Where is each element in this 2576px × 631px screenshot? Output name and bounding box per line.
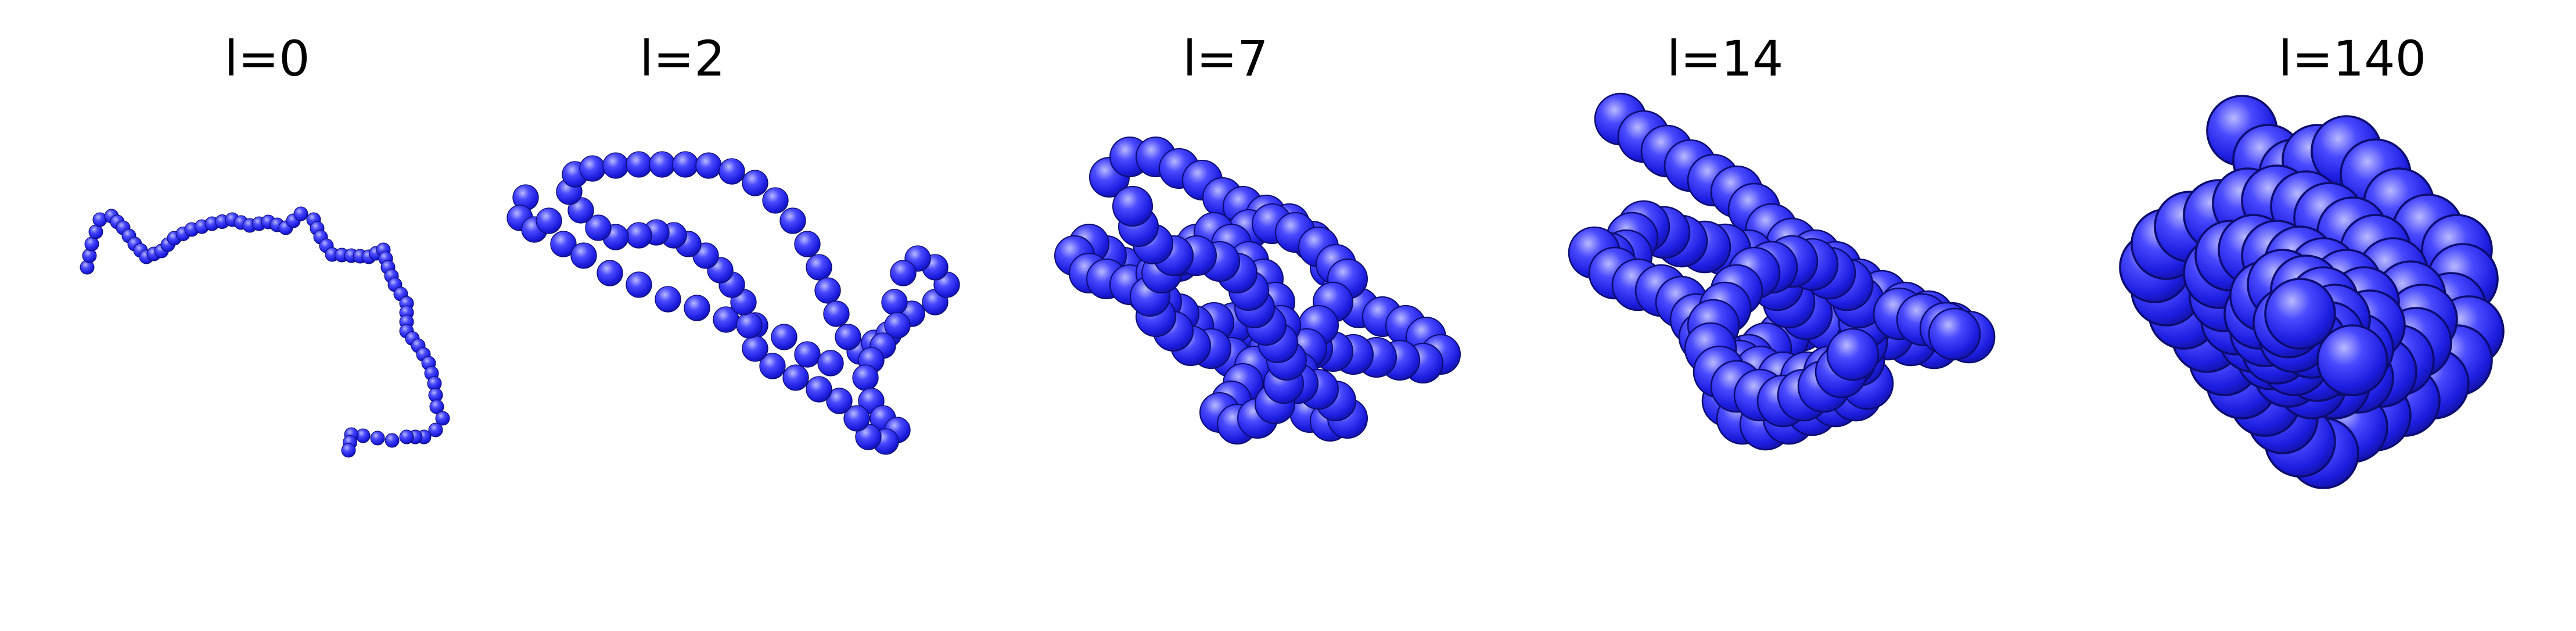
bead [881, 289, 908, 316]
bead [428, 422, 443, 438]
bead [835, 324, 861, 350]
bead [806, 376, 832, 403]
panel-title-l140: l=140 [2279, 30, 2426, 87]
bead [672, 151, 699, 178]
bead [655, 286, 681, 313]
bead [341, 443, 356, 458]
bead [626, 271, 652, 298]
bead [852, 364, 879, 391]
bead [88, 224, 103, 239]
bead [626, 222, 652, 249]
bead [2264, 278, 2336, 350]
bead [1112, 186, 1153, 227]
bead [597, 260, 623, 286]
bead [736, 312, 763, 339]
panel-l14: l=14 [1568, 30, 1996, 451]
bead [890, 260, 917, 286]
bead-chain-l7 [1054, 137, 1461, 444]
bead [293, 206, 308, 221]
bead [806, 254, 832, 281]
bead-chain-l14 [1568, 92, 1996, 451]
bead [626, 151, 652, 178]
bead [579, 155, 606, 182]
bead [1928, 307, 1981, 361]
bead [794, 341, 821, 368]
bead [742, 170, 768, 196]
bead [718, 158, 745, 185]
bead [794, 231, 821, 257]
bead [695, 152, 722, 179]
bead [370, 431, 385, 446]
bead [823, 300, 850, 327]
bead [435, 411, 450, 426]
panel-l0: l=0 [80, 30, 450, 458]
bead [585, 214, 612, 241]
bead [429, 399, 444, 414]
bead [759, 353, 786, 379]
bead-chain-l2 [506, 151, 960, 455]
bead [570, 242, 597, 269]
bead [649, 151, 676, 178]
panel-l7: l=7 [1054, 30, 1461, 444]
bead [536, 207, 562, 234]
bead [782, 364, 809, 391]
panel-title-l2: l=2 [639, 30, 725, 87]
bead [742, 335, 768, 362]
panel-title-l7: l=7 [1183, 30, 1268, 87]
bead [2316, 324, 2388, 396]
bead [602, 152, 629, 179]
bead-chain-l0 [80, 206, 450, 458]
bead [84, 236, 99, 252]
panel-l140: l=140 [2119, 30, 2505, 489]
bead [817, 350, 844, 377]
bead-chain-l140 [2119, 95, 2505, 489]
bead [399, 429, 414, 444]
bead [779, 207, 806, 234]
panel-title-l0: l=0 [224, 30, 310, 87]
bead [884, 312, 911, 339]
bead [771, 324, 797, 350]
bead [684, 295, 710, 321]
panel-l2: l=2 [506, 30, 960, 455]
bead [550, 231, 577, 257]
bead [1826, 328, 1880, 381]
bead [843, 405, 870, 432]
bead [826, 388, 853, 414]
panel-title-l14: l=14 [1667, 30, 1784, 87]
bead [385, 433, 400, 448]
bead [814, 277, 841, 304]
bead [762, 187, 789, 214]
